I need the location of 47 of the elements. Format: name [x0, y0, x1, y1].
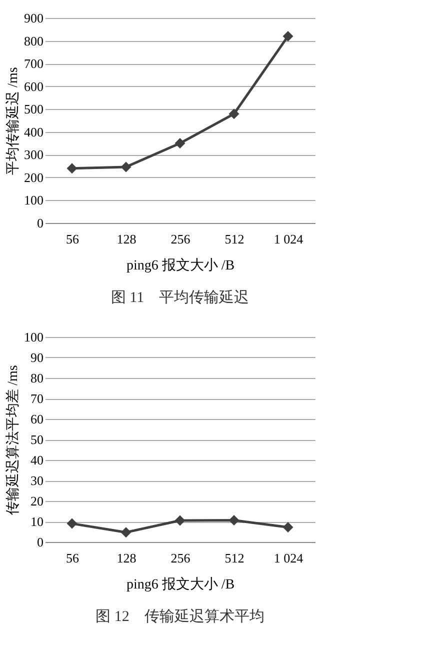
- point: [174, 515, 186, 526]
- y-tick-label: 80: [30, 370, 44, 386]
- point: [66, 518, 78, 529]
- x-tick-label: 256: [170, 232, 191, 246]
- y-tick-label: 100: [24, 192, 44, 208]
- y-tick-label: 100: [24, 330, 44, 344]
- x-tick-label: 128: [116, 232, 136, 246]
- y-tick-label: 40: [30, 452, 44, 468]
- point: [174, 138, 186, 149]
- point: [282, 522, 294, 532]
- point: [228, 515, 240, 526]
- y-tick-label: 200: [24, 170, 44, 185]
- text: 图 11 平均传输延迟: [110, 289, 250, 306]
- y-tick-label: 60: [30, 412, 44, 426]
- point: [66, 163, 78, 174]
- point: [120, 162, 132, 172]
- y-tick-label: 20: [30, 494, 44, 508]
- y-tick-label: 50: [30, 432, 44, 447]
- point: [120, 527, 132, 538]
- x-tick-label: 56: [66, 232, 80, 246]
- x-axis-title: ping6 报文大小 /B: [126, 258, 235, 274]
- y-tick-label: 30: [30, 473, 44, 488]
- y-tick-label: 500: [24, 102, 44, 117]
- y-tick-label: 10: [30, 514, 44, 529]
- y-tick-label: 70: [30, 391, 44, 406]
- x-tick-label: 1 024: [274, 550, 304, 566]
- x-tick-label: 512: [224, 232, 244, 246]
- y-tick-label: 600: [24, 78, 44, 94]
- x-tick-label: 1 024: [274, 232, 304, 246]
- y-tick-label: 90: [30, 350, 44, 365]
- y-tick-label: 900: [24, 10, 44, 26]
- x-axis-title: ping6 报文大小 /B: [126, 576, 235, 592]
- y-tick-label: 0: [37, 216, 44, 230]
- x-tick-label: 512: [224, 550, 244, 566]
- point: [282, 30, 294, 42]
- x-tick-label: 128: [116, 550, 136, 566]
- y-axis-title: 平均传输延迟 /ms: [5, 67, 21, 175]
- y-tick-label: 0: [37, 534, 44, 550]
- y-tick-label: 700: [24, 56, 44, 72]
- y-axis-title: 传输延迟算法平均差 /ms: [5, 365, 21, 515]
- x-tick-label: 256: [170, 550, 191, 566]
- text: 图 12 传输延迟算术平均: [96, 608, 264, 625]
- y-tick-label: 400: [24, 124, 44, 140]
- y-tick-label: 300: [24, 147, 44, 162]
- point: [228, 108, 240, 120]
- y-tick-label: 800: [24, 33, 44, 48]
- x-tick-label: 56: [66, 550, 80, 566]
